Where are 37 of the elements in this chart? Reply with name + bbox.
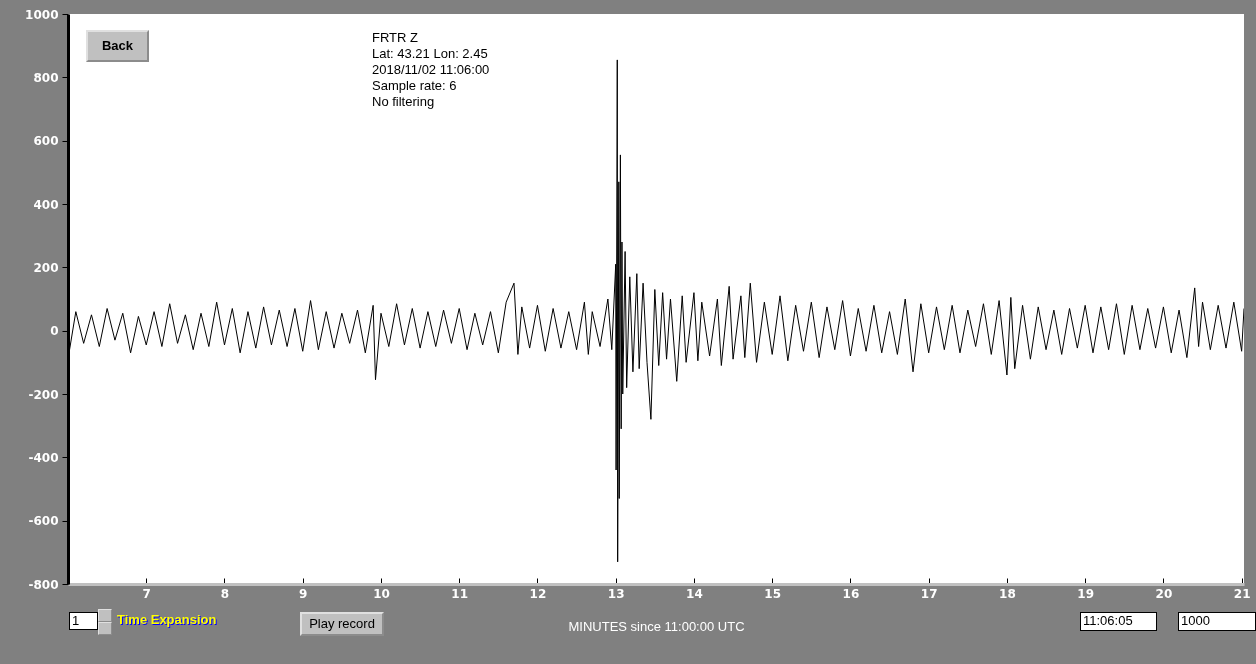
x-tick-label: 7 [142, 586, 151, 601]
back-button: Back [86, 30, 149, 62]
value-field: 1000 [1178, 612, 1256, 631]
x-tick-label: 10 [373, 586, 390, 601]
x-tick-label: 20 [1155, 586, 1173, 601]
x-tick-label: 12 [529, 586, 547, 601]
x-tick-label: 15 [764, 586, 782, 601]
annotation: 2018/11/02 11:06:00 [372, 62, 490, 78]
y-tick-label: 800 [33, 70, 59, 85]
y-tick-label: 200 [33, 260, 59, 275]
annotation: Sample rate: 6 [372, 78, 458, 94]
y-tick-label: 0 [50, 324, 59, 339]
annotation: FRTR Z [372, 30, 419, 46]
y-tick-label: -200 [28, 387, 59, 402]
annotation: No filtering [372, 94, 436, 110]
time-field: 11:06:05 [1080, 612, 1157, 631]
annotation: Lat: 43.21 Lon: 2.45 [372, 46, 489, 62]
x-tick-label: 18 [999, 586, 1016, 601]
x-tick-label: 13 [607, 586, 625, 601]
text: Time Expansion [117, 612, 217, 627]
y-tick-label: -600 [28, 514, 59, 529]
x-tick-label: 11 [451, 586, 469, 601]
y-tick-label: 600 [33, 134, 59, 149]
x-tick-label: 21 [1233, 586, 1251, 601]
x-tick-label: 8 [220, 586, 230, 601]
number-field: 1 [69, 612, 98, 630]
x-tick-label: 19 [1077, 586, 1095, 601]
play-button: Play record [300, 612, 384, 636]
y-tick-label: 1000 [25, 7, 59, 22]
y-tick-label: 400 [33, 197, 59, 212]
x-tick-label: 14 [686, 586, 703, 601]
x-tick-label: 16 [842, 586, 860, 601]
x-tick-label: 9 [299, 586, 308, 601]
x-axis-title: MINUTES since 11:00:00 UTC [568, 618, 745, 634]
x-tick-label: 17 [920, 586, 938, 601]
y-tick-label: -400 [28, 450, 59, 465]
y-tick-label: -800 [28, 577, 59, 592]
